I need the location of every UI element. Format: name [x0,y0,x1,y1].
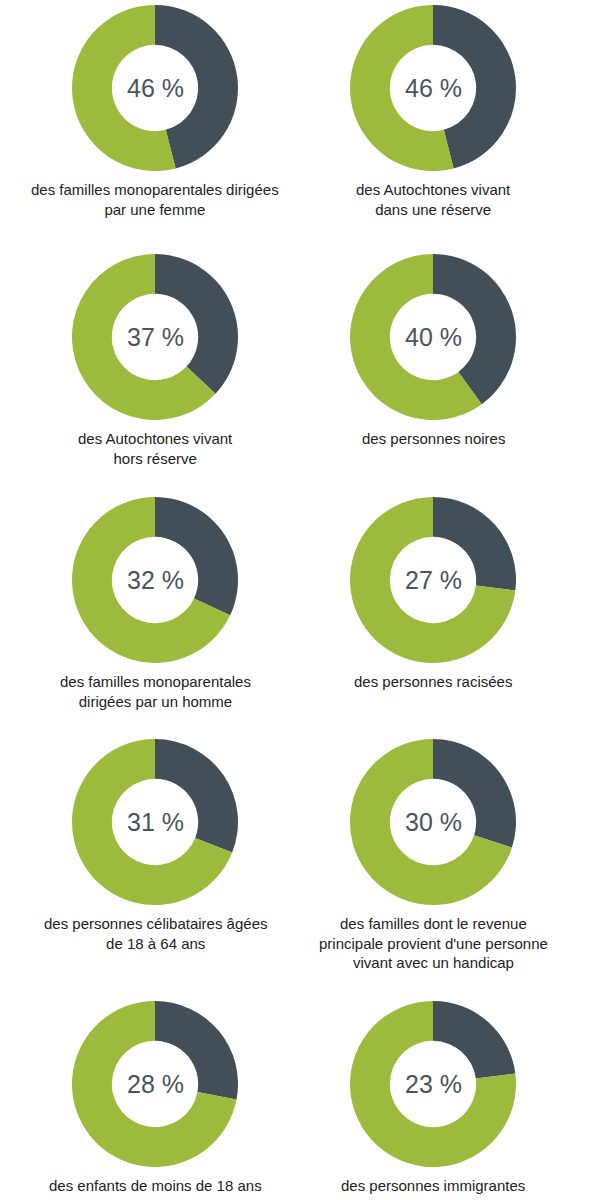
svg-text:des enfants de moins de 18 ans: des enfants de moins de 18 ans [49,1177,262,1194]
svg-text:des personnes célibataires âgé: des personnes célibataires âgéesde 18 à … [44,915,267,952]
svg-text:des Autochtones vivanthors rés: des Autochtones vivanthors réserve [78,430,233,467]
svg-text:28 %: 28 % [127,1070,184,1098]
svg-text:des personnes racisées: des personnes racisées [354,673,512,690]
svg-text:46 %: 46 % [405,74,462,102]
svg-text:des familles monoparentales di: des familles monoparentales dirigéespar … [31,181,279,218]
svg-text:37 %: 37 % [127,323,184,351]
svg-text:des familles dont le revenuepr: des familles dont le revenueprincipale p… [319,915,548,971]
svg-text:32 %: 32 % [127,566,184,594]
svg-text:40 %: 40 % [405,323,462,351]
svg-text:46 %: 46 % [127,74,184,102]
svg-text:23 %: 23 % [405,1070,462,1098]
svg-text:des familles monoparentalesdir: des familles monoparentalesdirigées par … [60,673,251,710]
svg-text:31 %: 31 % [127,808,184,836]
svg-text:des personnes noires: des personnes noires [362,430,505,447]
svg-text:30 %: 30 % [405,808,462,836]
svg-text:27 %: 27 % [405,566,462,594]
svg-text:des personnes immigrantes: des personnes immigrantes [341,1177,525,1194]
svg-text:des Autochtones vivantdans une: des Autochtones vivantdans une réserve [356,181,511,218]
